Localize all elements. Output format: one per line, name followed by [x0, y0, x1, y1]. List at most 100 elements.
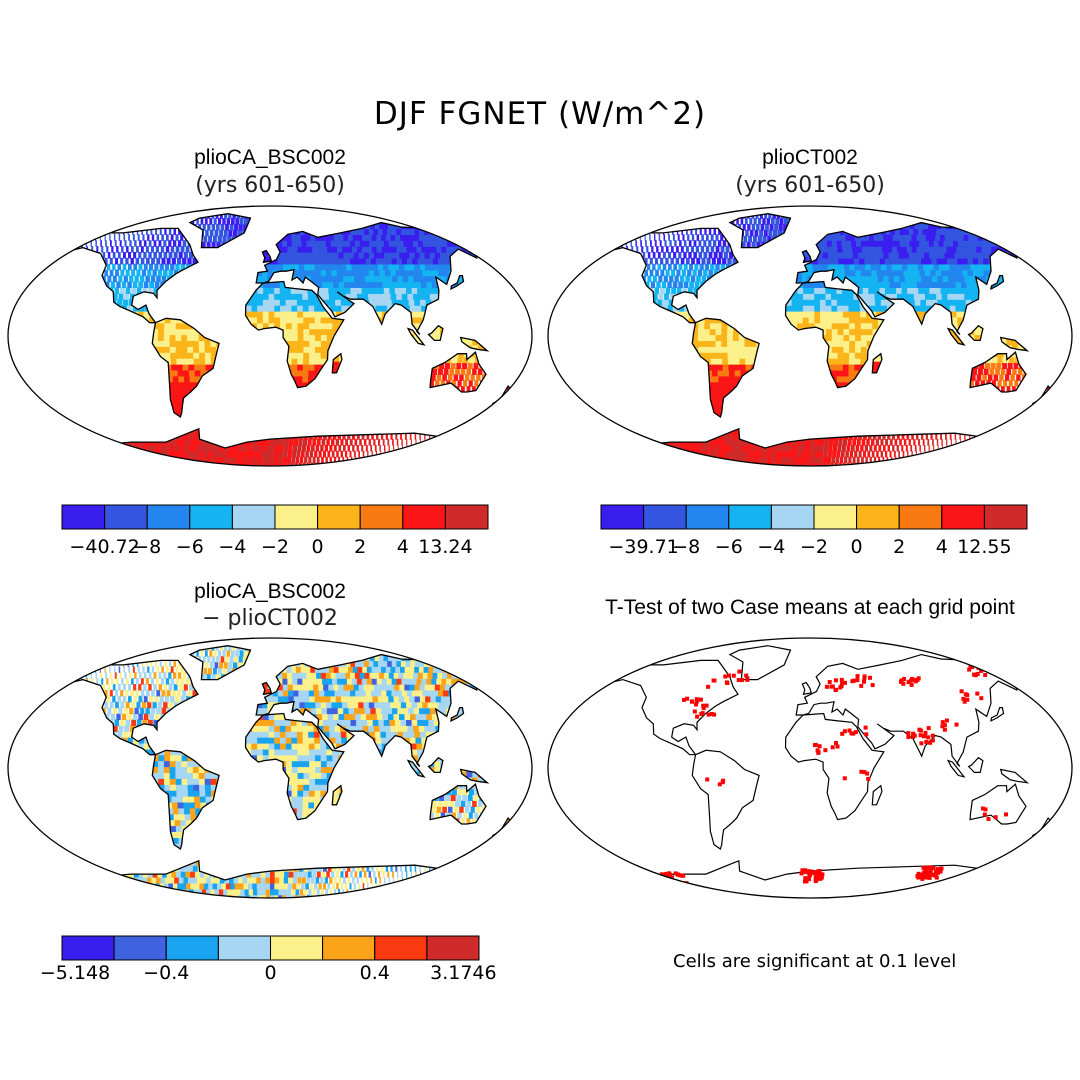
- significant-cell: [931, 866, 936, 871]
- coast-newguinea: [459, 768, 490, 784]
- colorbar-swatch: [270, 935, 324, 961]
- significant-cell: [863, 725, 868, 730]
- significant-cell: [664, 871, 669, 876]
- coast-uk: [261, 681, 273, 696]
- significant-cell: [699, 712, 704, 716]
- significant-cell: [698, 697, 703, 702]
- significant-cell: [1004, 812, 1008, 817]
- significant-cell: [916, 676, 921, 681]
- significant-cell: [799, 871, 804, 876]
- colorbar-tick-label: −8: [672, 536, 701, 558]
- coast-samerica: [151, 317, 220, 419]
- significant-cell: [906, 735, 911, 739]
- significant-cell: [669, 875, 674, 880]
- significant-cell: [706, 684, 711, 689]
- significant-cell: [928, 740, 933, 745]
- colorbar-swatch: [165, 935, 219, 961]
- significant-cell: [928, 865, 933, 870]
- significant-cell: [701, 706, 706, 711]
- significant-cell: [982, 812, 987, 817]
- significant-cell: [712, 712, 717, 717]
- coast-namerica: [64, 227, 199, 324]
- significant-cell: [814, 870, 819, 875]
- colorbar-swatch: [983, 504, 1028, 530]
- significant-cell: [954, 722, 959, 727]
- colorbar-tick-label: −6: [175, 536, 204, 558]
- significant-cell: [843, 680, 847, 685]
- significant-cell: [970, 665, 975, 670]
- colorbar-tick-label: 0.4: [359, 962, 390, 984]
- significant-cell: [694, 699, 699, 704]
- colorbar-swatch: [113, 935, 167, 961]
- coast-madagascar: [331, 784, 343, 806]
- significant-cell: [921, 873, 926, 878]
- significant-cell: [980, 806, 985, 811]
- map-border: [547, 205, 1073, 467]
- significant-cell: [736, 678, 741, 682]
- colorbar-tick-label: −2: [260, 536, 290, 558]
- panel-1-title: plioCA_BSC002: [194, 146, 346, 169]
- colorbar-tick-label: −4: [218, 536, 247, 558]
- colorbar-swatch: [643, 504, 687, 530]
- colorbar-swatch: [685, 504, 730, 530]
- significant-cell: [906, 731, 911, 736]
- coast-borneo: [967, 324, 984, 342]
- significant-cell: [818, 872, 823, 877]
- colorbar-swatch: [444, 504, 489, 530]
- significant-cell: [710, 712, 714, 716]
- significant-cell: [834, 741, 838, 745]
- significant-cell: [720, 780, 725, 785]
- significant-cell: [975, 691, 980, 696]
- significant-cell: [972, 672, 977, 677]
- significant-cell: [913, 678, 917, 682]
- colorbar-swatch: [856, 504, 900, 530]
- significant-cell: [921, 865, 926, 870]
- significant-cell: [919, 741, 924, 746]
- colorbar-swatch: [322, 935, 376, 961]
- coast-sumatra: [406, 759, 426, 778]
- significant-cell: [815, 748, 820, 753]
- land-uk: [801, 681, 813, 696]
- significant-cell: [810, 870, 815, 875]
- colorbar-tick-label: 2: [893, 536, 906, 558]
- map-border: [7, 205, 533, 467]
- significant-cell: [936, 870, 941, 875]
- coast-sumatra: [406, 327, 426, 346]
- significant-cell: [986, 817, 991, 821]
- significant-cell: [927, 875, 932, 880]
- significant-cell: [918, 733, 923, 738]
- significant-cell: [965, 693, 970, 697]
- coast-madagascar: [331, 352, 343, 374]
- panel-1-subtitle: (yrs 601-650): [195, 173, 345, 198]
- land-greenland: [728, 645, 792, 681]
- colorbar-tick-label: −4: [757, 536, 786, 558]
- coast-africa: [244, 280, 345, 389]
- significant-cell: [940, 720, 945, 725]
- colorbar-tick-label: 12.55: [957, 536, 1012, 558]
- colorbar-tick-label: 3.1746: [430, 962, 497, 984]
- significant-cell: [813, 874, 818, 879]
- significant-cell: [850, 679, 855, 684]
- colorbar-tick-label: −40.72: [69, 536, 140, 558]
- significant-cell: [942, 727, 947, 732]
- colorbar-tick-label: 0: [850, 536, 863, 558]
- significant-cell: [864, 732, 869, 737]
- land-africa: [784, 712, 885, 821]
- coast-australia: [969, 351, 1027, 393]
- coast-greenland: [728, 213, 792, 249]
- colorbar-tick-label: 4: [396, 536, 409, 558]
- significant-cell: [694, 702, 698, 707]
- land-sumatra: [946, 759, 966, 778]
- colorbar-swatch: [426, 935, 480, 961]
- significant-cell: [806, 869, 811, 874]
- significant-cell: [909, 682, 914, 687]
- colorbar-tick-label: −5.148: [39, 962, 111, 984]
- colorbar-tick-label: −2: [799, 536, 829, 558]
- significant-cell: [926, 872, 931, 877]
- map-panel-4: [547, 637, 1073, 899]
- significant-cell: [717, 782, 722, 787]
- significant-cell: [737, 669, 742, 674]
- colorbar-swatch: [898, 504, 943, 530]
- significant-cell: [817, 744, 822, 749]
